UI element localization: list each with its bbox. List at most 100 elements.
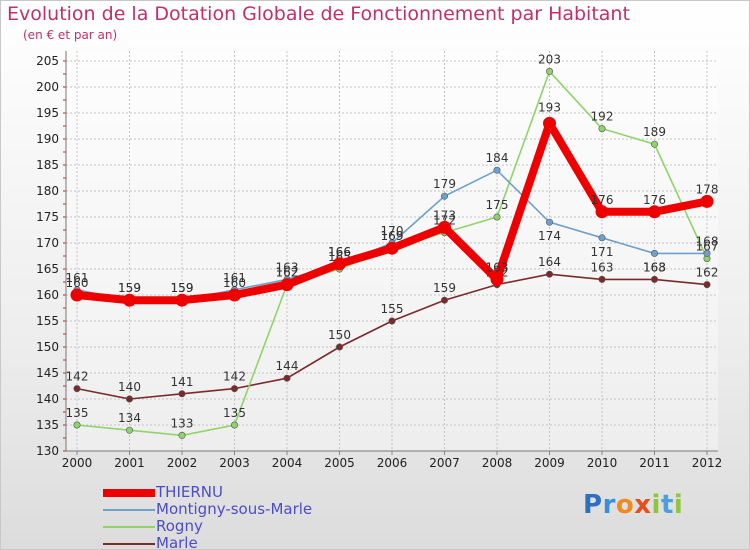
- data-label: 178: [696, 182, 719, 196]
- y-tick-label: 205: [36, 54, 59, 68]
- proxiti-logo: Proxiti: [583, 490, 683, 520]
- x-tick-label: 2007: [429, 456, 460, 470]
- data-point: [385, 241, 399, 255]
- data-point: [650, 249, 658, 257]
- data-point: [70, 288, 84, 302]
- y-tick-label: 190: [36, 132, 59, 146]
- y-tick-label: 155: [36, 314, 59, 328]
- data-label: 172: [433, 214, 456, 228]
- data-label: 161: [66, 271, 89, 285]
- logo-letter: P: [583, 490, 603, 520]
- y-tick-label: 130: [36, 444, 59, 458]
- data-point: [73, 421, 81, 429]
- data-label: 160: [223, 276, 246, 290]
- data-point: [333, 257, 346, 271]
- data-point: [545, 218, 553, 226]
- data-label: 159: [118, 281, 141, 295]
- data-label: 142: [223, 370, 246, 384]
- data-point: [700, 194, 714, 208]
- y-tick-label: 170: [36, 236, 59, 250]
- data-label: 164: [538, 255, 561, 269]
- data-label: 161: [223, 271, 246, 285]
- logo-letter: t: [660, 490, 674, 520]
- data-point: [440, 192, 448, 200]
- legend-swatch: [103, 526, 155, 528]
- logo-letter: o: [615, 490, 635, 520]
- data-label: 162: [276, 266, 299, 280]
- data-point: [703, 281, 711, 289]
- y-tick-label: 150: [36, 340, 59, 354]
- y-tick-label: 200: [36, 80, 59, 94]
- data-point: [231, 421, 239, 429]
- data-point: [388, 317, 396, 325]
- data-point: [598, 234, 606, 242]
- data-label: 166: [328, 245, 351, 259]
- legend-label: THIERNU: [156, 483, 223, 501]
- data-label: 155: [381, 302, 404, 316]
- data-label: 179: [433, 177, 456, 191]
- data-point: [178, 390, 186, 398]
- data-label: 189: [643, 125, 666, 139]
- x-tick-label: 2001: [114, 456, 145, 470]
- y-tick-label: 175: [36, 210, 59, 224]
- y-tick-label: 145: [36, 366, 59, 380]
- x-tick-label: 2009: [534, 456, 565, 470]
- data-point: [438, 220, 451, 234]
- data-point: [126, 395, 134, 403]
- data-point: [598, 125, 606, 133]
- data-label: 163: [643, 260, 666, 274]
- data-label: 193: [538, 100, 561, 114]
- data-point: [280, 278, 294, 292]
- x-tick-label: 2010: [587, 456, 618, 470]
- data-point: [493, 166, 501, 174]
- data-label: 184: [486, 151, 509, 165]
- legend-swatch: [103, 489, 155, 497]
- data-point: [493, 213, 501, 221]
- data-label: 167: [696, 240, 719, 254]
- data-label: 168: [643, 260, 666, 274]
- data-label: 160: [66, 276, 89, 290]
- logo-letter: x: [634, 490, 652, 520]
- data-label: 163: [591, 260, 614, 274]
- data-label: 169: [381, 229, 404, 243]
- data-point: [283, 374, 291, 382]
- x-tick-label: 2005: [324, 456, 355, 470]
- data-label: 159: [171, 281, 194, 295]
- data-label: 176: [643, 193, 666, 207]
- chart-subtitle: (en € et par an): [23, 28, 118, 42]
- data-label: 192: [591, 110, 614, 124]
- data-label: 150: [328, 328, 351, 342]
- data-label: 135: [66, 406, 89, 420]
- x-tick-label: 2008: [482, 456, 513, 470]
- logo-letter: i: [673, 490, 684, 520]
- y-tick-label: 140: [36, 392, 59, 406]
- data-label: 142: [66, 370, 89, 384]
- data-label: 169: [381, 229, 404, 243]
- x-tick-label: 2012: [692, 456, 723, 470]
- logo-letter: i: [651, 490, 661, 520]
- x-tick-label: 2002: [167, 456, 198, 470]
- data-label: 133: [171, 416, 194, 430]
- data-label: 144: [276, 359, 299, 373]
- data-label: 163: [276, 260, 299, 274]
- logo-letter: r: [602, 490, 616, 520]
- data-label: 163: [486, 260, 509, 274]
- data-label: 175: [486, 198, 509, 212]
- data-point: [178, 431, 186, 439]
- data-point: [545, 67, 553, 75]
- data-label: 203: [538, 52, 561, 66]
- x-tick-label: 2006: [377, 456, 408, 470]
- data-label: 159: [118, 281, 141, 295]
- y-tick-label: 165: [36, 262, 59, 276]
- data-label: 140: [118, 380, 141, 394]
- y-tick-label: 160: [36, 288, 59, 302]
- data-label: 162: [696, 266, 719, 280]
- y-tick-label: 135: [36, 418, 59, 432]
- data-point: [490, 272, 504, 286]
- series-thiernu: 160 159 159 160 162 166 169 173 163 193 176 176 178: [66, 100, 719, 307]
- x-tick-label: 2004: [272, 456, 303, 470]
- data-point: [123, 293, 136, 307]
